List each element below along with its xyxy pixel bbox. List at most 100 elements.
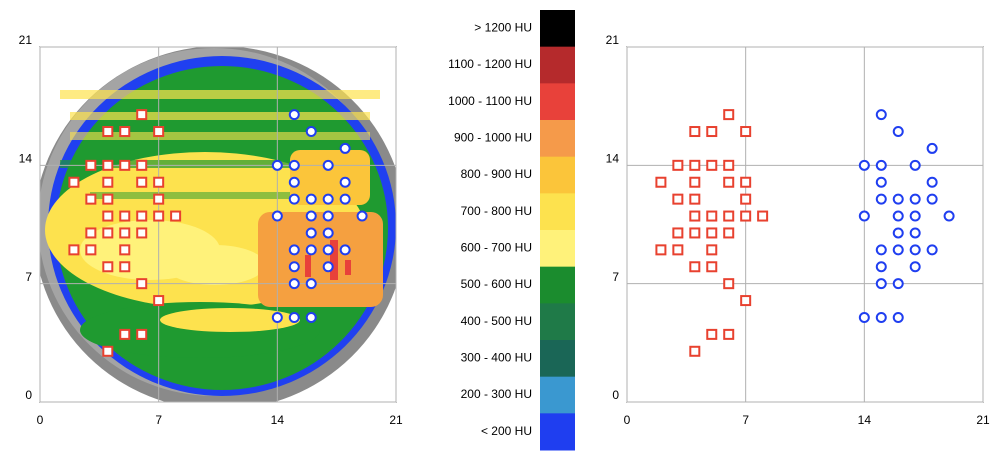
point: [137, 279, 146, 288]
point: [120, 245, 129, 254]
plot-frame: [627, 47, 983, 402]
point: [307, 127, 316, 136]
point: [103, 195, 112, 204]
point: [290, 161, 299, 170]
colorbar-label: 300 - 400 HU: [461, 351, 532, 365]
point: [120, 262, 129, 271]
color-swatch: [540, 83, 575, 120]
point: [741, 195, 750, 204]
point: [741, 212, 750, 221]
colorbar-label: 900 - 1000 HU: [454, 131, 532, 145]
point: [341, 195, 350, 204]
point: [341, 178, 350, 187]
point: [103, 262, 112, 271]
point: [120, 228, 129, 237]
point: [724, 212, 733, 221]
point: [741, 178, 750, 187]
point: [673, 161, 682, 170]
point: [154, 212, 163, 221]
point: [894, 127, 903, 136]
point: [324, 195, 333, 204]
point: [928, 195, 937, 204]
point: [324, 262, 333, 271]
y-tick-label: 7: [612, 270, 619, 284]
point: [707, 245, 716, 254]
y-tick-label: 7: [25, 270, 32, 284]
point: [690, 212, 699, 221]
point: [154, 178, 163, 187]
x-tick-label: 14: [271, 413, 285, 427]
colorbar-label: > 1200 HU: [474, 21, 532, 35]
colorbar-label: 700 - 800 HU: [461, 204, 532, 218]
point: [928, 245, 937, 254]
color-swatch: [540, 303, 575, 340]
point: [690, 195, 699, 204]
colorbar-label: 200 - 300 HU: [461, 387, 532, 401]
point: [324, 245, 333, 254]
point: [707, 262, 716, 271]
point: [911, 245, 920, 254]
y-tick-label: 14: [606, 152, 620, 166]
point: [741, 127, 750, 136]
color-swatch: [540, 193, 575, 230]
point: [137, 161, 146, 170]
color-swatch: [540, 377, 575, 414]
point: [741, 296, 750, 305]
point: [690, 178, 699, 187]
point: [154, 296, 163, 305]
point: [673, 228, 682, 237]
point: [911, 195, 920, 204]
point: [911, 228, 920, 237]
point: [894, 212, 903, 221]
point: [273, 161, 282, 170]
x-tick-label: 7: [155, 413, 162, 427]
point: [290, 262, 299, 271]
point: [273, 313, 282, 322]
point: [877, 178, 886, 187]
point: [103, 161, 112, 170]
point: [724, 330, 733, 339]
point: [69, 245, 78, 254]
point: [324, 212, 333, 221]
point: [690, 262, 699, 271]
point: [307, 245, 316, 254]
point: [103, 127, 112, 136]
point: [894, 313, 903, 322]
x-tick-label: 21: [976, 413, 990, 427]
point: [137, 178, 146, 187]
point: [758, 212, 767, 221]
point: [120, 161, 129, 170]
color-swatch: [540, 340, 575, 377]
color-swatch: [540, 10, 575, 47]
colorbar-label: < 200 HU: [481, 424, 532, 438]
point: [120, 330, 129, 339]
x-tick-label: 0: [37, 413, 44, 427]
point: [307, 228, 316, 237]
point: [707, 228, 716, 237]
point: [860, 212, 869, 221]
point: [324, 228, 333, 237]
point: [103, 212, 112, 221]
y-tick-label: 21: [19, 33, 33, 47]
point: [154, 127, 163, 136]
point: [894, 195, 903, 204]
point: [69, 178, 78, 187]
point: [877, 279, 886, 288]
color-swatch: [540, 230, 575, 267]
colorbar-label: 1000 - 1100 HU: [448, 94, 532, 108]
point: [690, 127, 699, 136]
x-tick-label: 0: [624, 413, 631, 427]
x-tick-label: 21: [389, 413, 403, 427]
point: [673, 195, 682, 204]
point: [86, 228, 95, 237]
point: [673, 245, 682, 254]
point: [290, 178, 299, 187]
point: [290, 245, 299, 254]
point: [137, 330, 146, 339]
point: [877, 110, 886, 119]
point: [707, 212, 716, 221]
point: [290, 279, 299, 288]
point: [911, 212, 920, 221]
point: [137, 110, 146, 119]
point: [860, 161, 869, 170]
